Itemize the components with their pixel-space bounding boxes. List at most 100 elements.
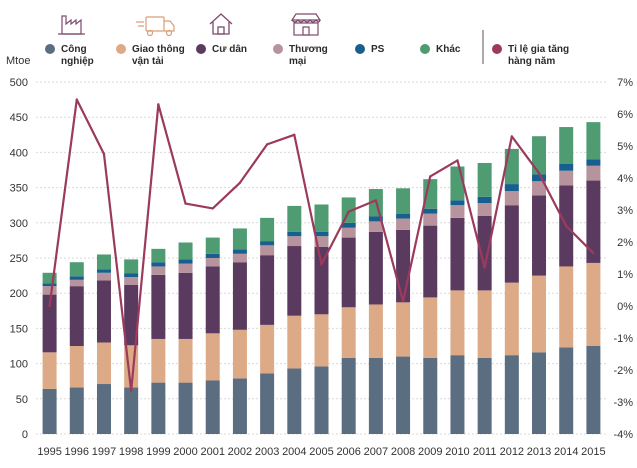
bar-segment [178,259,193,264]
x-tick-label: 2006 [336,446,360,458]
bar-segment [232,378,247,434]
bar-segment [368,231,383,305]
bar-segment [124,273,139,278]
growth-rate-point [129,389,133,392]
bar-segment [423,213,438,226]
bar-segment [396,302,411,357]
x-tick-label: 2010 [445,446,469,458]
legend-marker [273,44,283,54]
bar-segment [423,357,438,434]
bars [42,122,601,434]
bar-segment [450,200,465,206]
x-tick-label: 2007 [364,446,388,458]
bar-segment [260,217,275,242]
bar-segment [124,284,139,346]
growth-rate-point [293,133,296,136]
bar-segment [151,274,166,339]
bar-segment [423,208,438,214]
bar-segment [69,346,84,388]
bar-segment [477,215,492,291]
bar-segment [96,342,111,385]
x-tick-label: 2008 [391,446,415,458]
bar-segment [532,275,547,353]
growth-rate-point [320,263,323,266]
bar-segment [96,384,111,434]
legend-label: hàng năm [508,56,555,67]
x-tick-label: 2011 [473,446,497,458]
growth-rate-point [456,159,459,162]
bar-segment [477,162,492,197]
bar-segment [124,387,139,434]
legend-marker [492,44,502,54]
bar-segment [368,357,383,434]
bar-segment [504,148,519,185]
bar-segment [559,163,574,171]
bar-segment [504,355,519,434]
y2-tick-label: 6% [617,109,633,121]
bar-segment [205,258,220,267]
bar-segment [368,304,383,358]
bar-segment [314,204,329,232]
bar-segment [260,241,275,246]
bar-segment [341,237,356,308]
y-axis-label: Mtoe [6,55,30,67]
x-tick-label: 2003 [255,446,279,458]
bar-segment [42,388,57,434]
growth-rate-point [48,304,51,308]
bar-segment [314,314,329,367]
bar-segment [69,387,84,434]
growth-rate-point [429,175,432,178]
x-tick-label: 1997 [92,446,116,458]
x-tick-label: 2005 [309,446,333,458]
bar-segment [178,338,193,383]
bar-segment [532,174,547,182]
bar-segment [178,263,193,273]
growth-rate-point [592,252,595,255]
legend-marker [355,44,365,54]
bar-segment [477,203,492,216]
y-tick-label: 500 [10,77,28,89]
y2-tick-label: 2% [617,237,633,249]
bar-segment [69,279,84,287]
bar-segment [504,191,519,206]
bar-segment [124,277,139,285]
x-tick-label: 2002 [228,446,252,458]
bar-segment [396,213,411,219]
legend-marker [116,44,126,54]
bar-segment [532,352,547,434]
legend-label: Thương [289,44,328,55]
legend-ps: PS [355,44,385,55]
bar-segment [287,246,302,316]
growth-rate-point [102,152,106,156]
bar-segment [504,205,519,283]
bar-segment [69,276,84,280]
house-icon [209,13,233,35]
legend-label: vận tải [132,56,164,67]
bar-segment [423,179,438,209]
legend-label: Tỉ lệ gia tăng [508,44,569,55]
bar-segment [559,266,574,348]
growth-rate-point [75,98,78,101]
bar-segment [504,282,519,356]
bar-segment [396,188,411,214]
y-tick-label: 50 [16,394,28,406]
y-tick-label: 0 [22,429,28,441]
x-tick-label: 1998 [119,446,143,458]
bar-segment [341,307,356,358]
legend-cu-dan: Cư dân [196,44,247,55]
growth-line-layer [48,98,595,392]
bar-segment [178,272,193,339]
legend-marker [420,44,430,54]
bar-segment [341,227,356,238]
bar-segment [151,338,166,383]
axes: 0 50 100 150 200 250 300 350 400 450 500 -4% -3% -2% -… [6,55,633,458]
bar-segment [151,248,166,263]
bar-segment [96,254,111,270]
bar-segment [205,380,220,434]
bar-segment [151,262,166,267]
y-tick-label: 400 [10,147,28,159]
bar-segment [287,368,302,434]
